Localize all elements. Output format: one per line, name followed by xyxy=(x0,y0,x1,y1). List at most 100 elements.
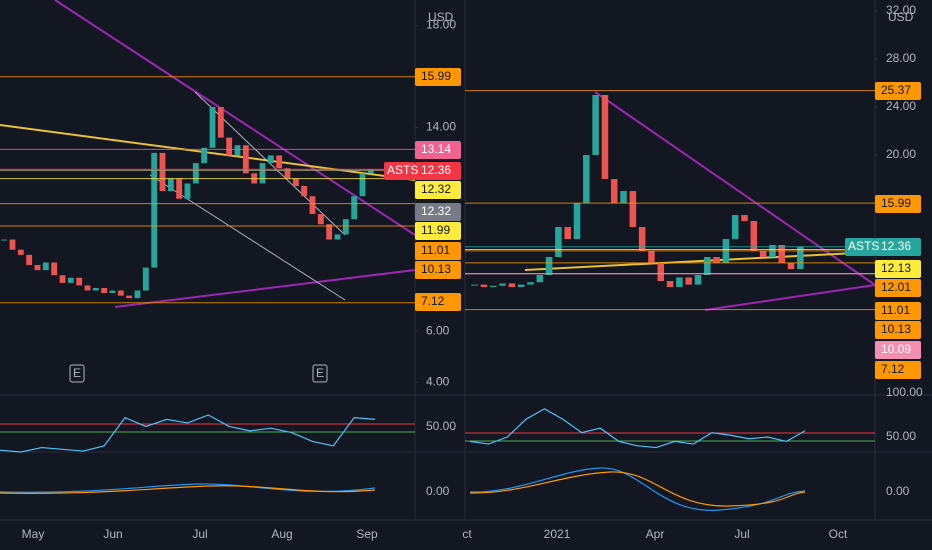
candle xyxy=(555,227,562,258)
price-tag xyxy=(415,181,461,199)
price-tag xyxy=(415,162,461,180)
price-tag xyxy=(875,321,921,339)
symbol-label: ASTS xyxy=(848,239,879,253)
candle xyxy=(638,227,646,252)
candle xyxy=(184,183,191,199)
candle xyxy=(367,169,374,174)
candle xyxy=(201,147,208,164)
candle xyxy=(610,179,618,204)
candle xyxy=(226,137,233,156)
time-label: Jul xyxy=(734,527,749,541)
price-tag-label: 12.13 xyxy=(881,261,911,275)
price-tag-label: 25.37 xyxy=(881,83,911,97)
price-tag-label: 11.01 xyxy=(421,243,450,257)
price-tick-label: 32.00 xyxy=(886,3,916,17)
candle xyxy=(176,178,183,199)
candle xyxy=(234,145,241,156)
price-tag xyxy=(415,261,461,279)
candle xyxy=(351,196,358,220)
price-tag xyxy=(875,361,921,379)
indicator-label: 50.00 xyxy=(886,429,916,443)
candle xyxy=(536,275,544,283)
price-tick-label: 20.00 xyxy=(886,147,916,161)
candle xyxy=(317,214,324,225)
price-tag-label: 12.36 xyxy=(881,239,911,253)
symbol-tag xyxy=(384,162,415,180)
time-label: ct xyxy=(462,527,472,541)
candle xyxy=(648,251,655,264)
candle xyxy=(499,283,506,286)
price-tag xyxy=(875,260,921,278)
rsi-line xyxy=(0,414,376,453)
event-box xyxy=(69,364,85,383)
price-tag xyxy=(875,279,921,297)
price-tick-label: 4.00 xyxy=(426,374,450,388)
candle xyxy=(508,283,516,288)
event-label: E xyxy=(73,366,81,380)
price-tag-label: 7.12 xyxy=(881,362,905,376)
candle xyxy=(76,277,83,286)
candle xyxy=(26,254,33,266)
currency-label: USD xyxy=(428,10,454,24)
candle xyxy=(620,191,627,204)
candle xyxy=(787,263,795,270)
price-tag xyxy=(415,68,461,86)
price-tag xyxy=(875,302,921,320)
candle xyxy=(601,95,609,180)
price-tag-label: 10.13 xyxy=(421,262,451,276)
price-tick-label: 24.00 xyxy=(886,99,916,113)
price-tick-label: 18.00 xyxy=(426,18,456,32)
candle xyxy=(527,282,534,285)
candle xyxy=(657,263,665,282)
candle xyxy=(326,224,333,240)
indicator-label: 0.00 xyxy=(886,484,910,498)
candle xyxy=(9,239,16,250)
price-tick-label: 6.00 xyxy=(426,323,450,337)
price-tick-label: 28.00 xyxy=(886,51,916,65)
candle xyxy=(134,290,141,299)
price-tag-label: 7.12 xyxy=(421,294,445,308)
macd-lines xyxy=(0,467,806,511)
candle xyxy=(666,281,674,288)
candle xyxy=(1,239,8,241)
candle xyxy=(334,234,341,240)
price-tag-label: 15.99 xyxy=(421,69,451,83)
price-tag-label: 12.32 xyxy=(421,204,451,218)
candle xyxy=(309,196,316,215)
time-label: Aug xyxy=(271,527,292,541)
candle xyxy=(67,277,74,283)
candle xyxy=(142,267,149,291)
indicator-label: 50.00 xyxy=(426,419,456,433)
rsi-bands xyxy=(0,423,875,442)
candle xyxy=(759,251,767,258)
price-tick-label: 14.00 xyxy=(426,120,456,134)
indicator-label: 0.00 xyxy=(426,484,450,498)
price-tag-label: 13.14 xyxy=(421,142,451,156)
candle xyxy=(592,95,599,156)
candle xyxy=(359,173,366,197)
currency-label: USD xyxy=(888,10,914,24)
candle xyxy=(301,186,308,197)
candle xyxy=(545,257,553,276)
time-label: Apr xyxy=(646,527,665,541)
candle xyxy=(42,262,49,271)
price-tag-label: 10.09 xyxy=(881,342,911,356)
candle xyxy=(209,107,216,148)
candle xyxy=(704,257,711,276)
candle xyxy=(517,284,525,288)
rsi-line xyxy=(469,408,806,449)
candle xyxy=(583,155,590,204)
candle xyxy=(564,227,571,240)
candle xyxy=(480,284,488,288)
candle xyxy=(101,287,108,294)
price-tag-label: 15.99 xyxy=(881,196,911,210)
time-label: May xyxy=(22,527,45,541)
candle xyxy=(685,277,692,285)
price-tag xyxy=(875,82,921,100)
event-box xyxy=(312,364,328,383)
price-tag-label: 12.36 xyxy=(421,163,451,177)
candle xyxy=(284,168,291,179)
candle xyxy=(51,262,58,276)
candle xyxy=(34,265,41,271)
